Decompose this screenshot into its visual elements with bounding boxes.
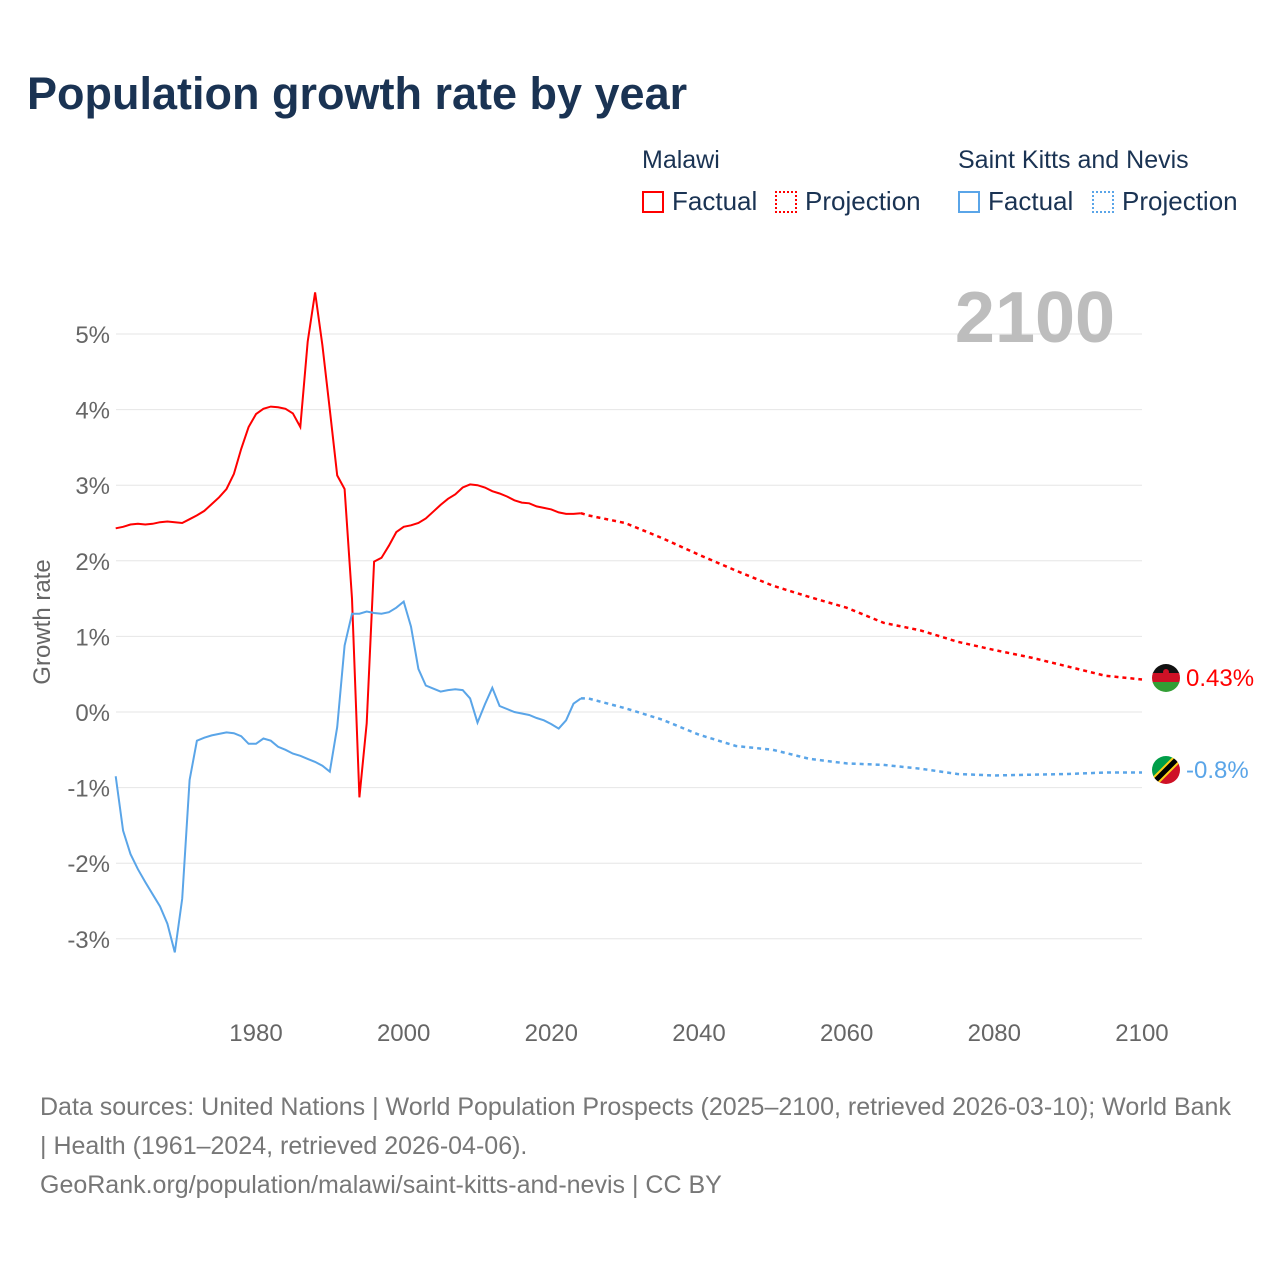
legend-skn-factual[interactable]: Factual xyxy=(958,186,1073,217)
legend-group-malawi: Malawi xyxy=(642,146,720,174)
x-tick-label: 2060 xyxy=(820,1020,873,1047)
year-label: 2100 xyxy=(955,278,1115,358)
dotted-swatch-icon xyxy=(1092,190,1114,213)
x-tick-label: 2100 xyxy=(1115,1020,1168,1047)
y-tick-label: 2% xyxy=(75,549,110,576)
x-tick-label: 1980 xyxy=(229,1020,282,1047)
malawi-projection-line xyxy=(580,512,1143,681)
legend-skn-projection[interactable]: Projection xyxy=(1092,186,1238,217)
source-link[interactable]: GeoRank.org/population/malawi/saint-kitt… xyxy=(40,1171,722,1199)
legend-label: Factual xyxy=(988,186,1074,216)
y-tick-label: 3% xyxy=(75,473,110,500)
solid-swatch-icon xyxy=(958,190,980,213)
footer: Data sources: United Nations | World Pop… xyxy=(40,1088,1240,1205)
skn-factual-line xyxy=(114,599,582,953)
solid-swatch-icon xyxy=(642,190,664,213)
legend-label: Factual xyxy=(672,186,758,216)
legend-label: Projection xyxy=(1122,186,1238,216)
legend-label: Projection xyxy=(805,186,921,216)
y-tick-label: 1% xyxy=(75,624,110,651)
x-tick-label: 2000 xyxy=(377,1020,430,1047)
x-tick-label: 2080 xyxy=(968,1020,1021,1047)
y-tick-label: 4% xyxy=(75,398,110,425)
x-tick-label: 2040 xyxy=(672,1020,725,1047)
malawi-flag-icon xyxy=(1152,664,1180,692)
legend-malawi-factual[interactable]: Factual xyxy=(642,186,757,217)
skn-end-label: -0.8% xyxy=(1186,757,1249,784)
malawi-factual-line xyxy=(115,292,581,798)
data-sources: Data sources: United Nations | World Pop… xyxy=(40,1093,1231,1160)
y-tick-label: -2% xyxy=(67,851,110,878)
y-tick-label: -3% xyxy=(67,927,110,954)
legend-group-skn: Saint Kitts and Nevis xyxy=(958,146,1189,174)
skn-projection-line xyxy=(580,697,1142,777)
y-tick-label: 5% xyxy=(75,322,110,349)
x-tick-label: 2020 xyxy=(525,1020,578,1047)
dotted-swatch-icon xyxy=(775,190,797,213)
malawi-end-label: 0.43% xyxy=(1186,665,1254,692)
y-tick-label: -1% xyxy=(67,776,110,803)
saint-kitts-flag-icon xyxy=(1152,756,1180,784)
y-tick-label: 0% xyxy=(75,700,110,727)
y-axis-label: Growth rate xyxy=(29,559,56,684)
legend-malawi-projection[interactable]: Projection xyxy=(775,186,921,217)
page-title: Population growth rate by year xyxy=(27,68,688,119)
line-chart: 5% 4% 3% 2% 1% 0% -1% -2% -3% 1980 2000 2020 2040 206… xyxy=(29,278,1254,1047)
